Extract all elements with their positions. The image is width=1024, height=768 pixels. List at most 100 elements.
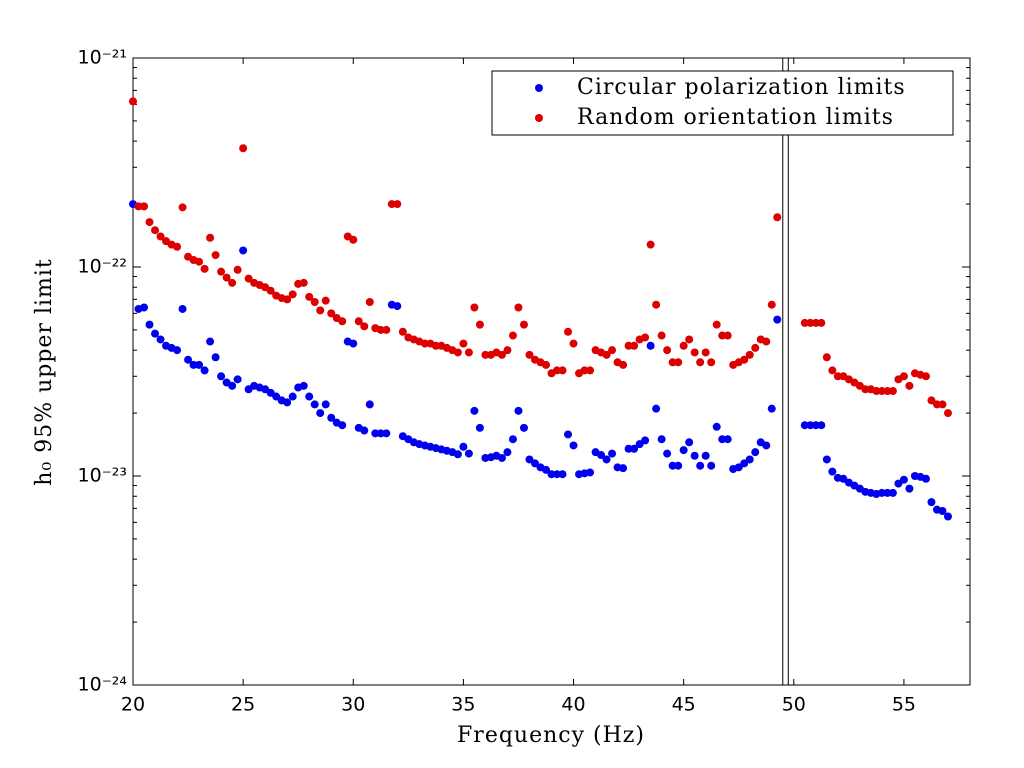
data-point bbox=[503, 448, 512, 457]
data-point bbox=[239, 246, 248, 255]
data-point bbox=[305, 392, 314, 401]
data-point bbox=[921, 474, 930, 483]
data-point bbox=[624, 341, 633, 350]
data-point bbox=[217, 267, 226, 276]
data-point bbox=[586, 366, 595, 375]
data-point bbox=[195, 360, 204, 369]
data-point bbox=[740, 355, 749, 364]
data-point bbox=[624, 444, 633, 453]
data-point bbox=[800, 421, 809, 430]
data-point bbox=[360, 426, 369, 435]
data-point bbox=[525, 350, 534, 359]
data-point bbox=[497, 453, 506, 462]
data-point bbox=[338, 317, 347, 326]
data-point bbox=[646, 341, 655, 350]
data-point bbox=[288, 392, 297, 401]
data-point bbox=[696, 461, 705, 470]
data-point bbox=[927, 396, 936, 405]
legend-marker bbox=[535, 114, 543, 122]
y-tick-label: 10⁻²³ bbox=[78, 465, 127, 487]
data-point bbox=[470, 303, 479, 312]
data-point bbox=[508, 331, 517, 340]
data-point bbox=[690, 451, 699, 460]
data-point bbox=[321, 296, 330, 305]
data-point bbox=[828, 467, 837, 476]
data-point bbox=[921, 372, 930, 381]
data-point bbox=[888, 488, 897, 497]
data-point bbox=[602, 455, 611, 464]
data-point bbox=[767, 404, 776, 413]
data-point bbox=[173, 242, 182, 251]
data-point bbox=[690, 348, 699, 357]
data-point bbox=[734, 463, 743, 472]
data-point bbox=[833, 372, 842, 381]
data-point bbox=[151, 226, 160, 235]
data-point bbox=[927, 498, 936, 507]
data-point bbox=[608, 346, 617, 355]
data-point bbox=[564, 430, 573, 439]
x-tick-label: 25 bbox=[231, 694, 255, 716]
data-point bbox=[828, 366, 837, 375]
data-point bbox=[652, 300, 661, 309]
data-point bbox=[475, 423, 484, 432]
data-point bbox=[877, 488, 886, 497]
data-point bbox=[718, 435, 727, 444]
data-point bbox=[519, 320, 528, 329]
data-point bbox=[211, 251, 220, 260]
data-point bbox=[811, 421, 820, 430]
data-point bbox=[156, 232, 165, 241]
data-point bbox=[657, 435, 666, 444]
data-point bbox=[646, 240, 655, 249]
data-point bbox=[376, 325, 385, 334]
x-tick-label: 30 bbox=[341, 694, 365, 716]
data-point bbox=[382, 325, 391, 334]
data-point bbox=[712, 422, 721, 431]
data-point bbox=[217, 372, 226, 381]
data-point bbox=[817, 421, 826, 430]
data-point bbox=[564, 327, 573, 336]
data-point bbox=[541, 465, 550, 474]
data-point bbox=[382, 429, 391, 438]
data-point bbox=[674, 461, 683, 470]
data-point bbox=[767, 300, 776, 309]
data-point bbox=[817, 318, 826, 327]
data-point bbox=[519, 423, 528, 432]
data-point bbox=[222, 273, 231, 282]
data-point bbox=[905, 484, 914, 493]
data-point bbox=[773, 315, 782, 324]
data-point bbox=[140, 202, 149, 211]
data-point bbox=[597, 451, 606, 460]
data-point bbox=[387, 200, 396, 209]
x-tick-label: 20 bbox=[121, 694, 145, 716]
data-point bbox=[712, 320, 721, 329]
data-point bbox=[685, 438, 694, 447]
data-point bbox=[619, 464, 628, 473]
data-point bbox=[657, 331, 666, 340]
data-point bbox=[354, 317, 363, 326]
data-point bbox=[696, 358, 705, 367]
data-point bbox=[459, 339, 468, 348]
data-point bbox=[547, 470, 556, 479]
data-point bbox=[420, 339, 429, 348]
data-point bbox=[134, 202, 143, 211]
data-point bbox=[200, 264, 209, 273]
data-point bbox=[453, 348, 462, 357]
data-point bbox=[558, 470, 567, 479]
data-point bbox=[503, 346, 512, 355]
data-point bbox=[145, 320, 154, 329]
data-point bbox=[641, 436, 650, 445]
x-axis-label: Frequency (Hz) bbox=[457, 723, 645, 748]
data-point bbox=[877, 387, 886, 396]
data-point bbox=[316, 306, 325, 315]
data-point bbox=[459, 442, 468, 451]
data-point bbox=[701, 451, 710, 460]
data-point bbox=[663, 346, 672, 355]
data-point bbox=[530, 459, 539, 468]
data-point bbox=[283, 295, 292, 304]
data-point bbox=[541, 360, 550, 369]
plot-frame bbox=[132, 57, 971, 686]
data-point bbox=[349, 235, 358, 244]
data-point bbox=[398, 327, 407, 336]
data-point bbox=[938, 507, 947, 516]
